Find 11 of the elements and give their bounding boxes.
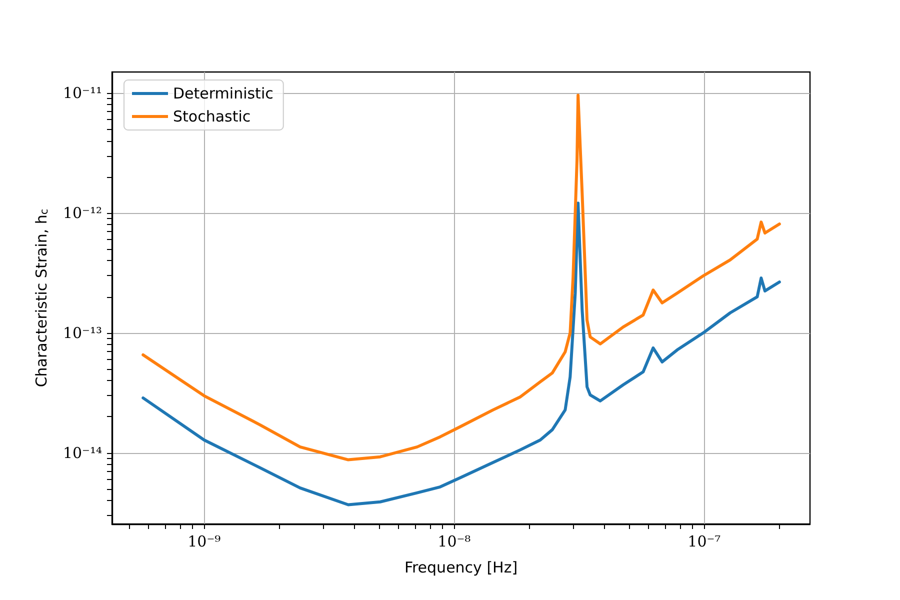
x-tick-label: 10⁻⁷	[688, 532, 721, 550]
x-tick-label: 10⁻⁸	[438, 532, 471, 550]
x-tick-label: 10⁻⁹	[188, 532, 221, 550]
legend-label: Stochastic	[173, 108, 251, 126]
y-tick-label: 10⁻¹³	[62, 324, 102, 342]
y-tick-label: 10⁻¹⁴	[62, 444, 102, 462]
y-axis-title: Characteristic Strain, hc	[32, 208, 50, 388]
y-tick-label: 10⁻¹¹	[62, 84, 102, 102]
legend-label: Deterministic	[173, 84, 274, 102]
x-axis-title: Frequency [Hz]	[404, 558, 518, 576]
y-tick-label: 10⁻¹²	[62, 204, 102, 222]
